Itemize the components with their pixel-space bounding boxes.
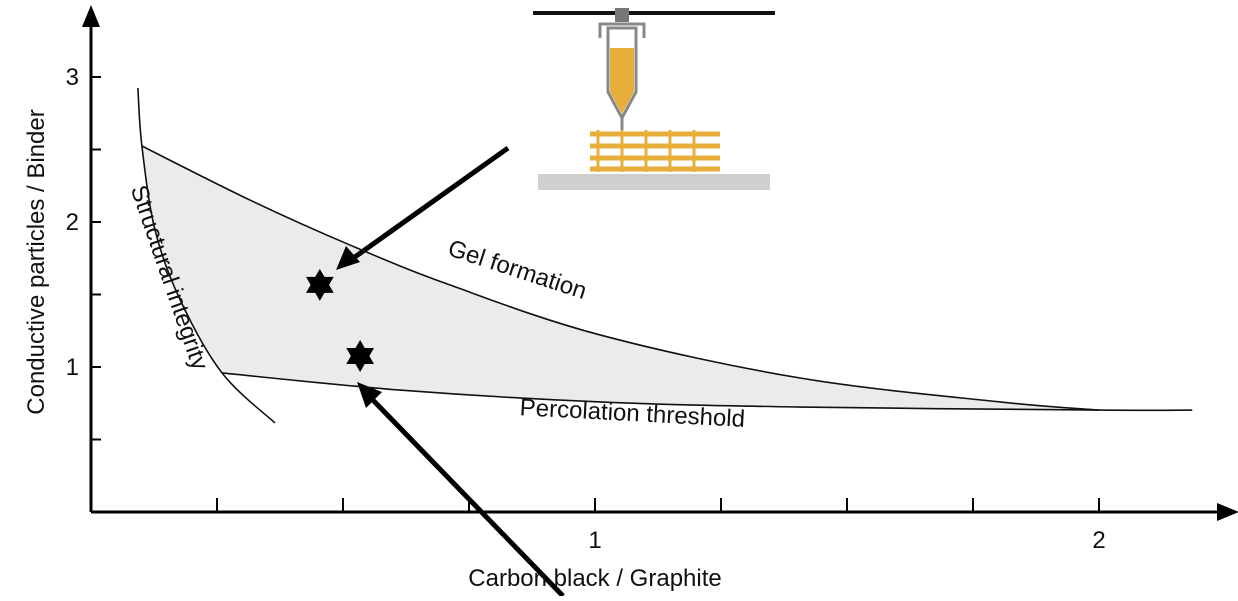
- y-tick-label: 2: [66, 209, 79, 236]
- printer-illustration: [533, 8, 775, 190]
- chart: Carbon black / Graphite Conductive parti…: [0, 0, 1238, 596]
- x-tick-label: 1: [588, 527, 601, 554]
- x-axis-arrow: [1217, 503, 1238, 521]
- printed-lattice: [590, 130, 720, 172]
- mount: [615, 8, 629, 22]
- y-tick-label: 1: [66, 354, 79, 381]
- build-plate: [538, 174, 770, 190]
- y-axis-arrow: [82, 5, 100, 27]
- y-axis-label: Conductive particles / Binder: [23, 109, 50, 414]
- x-tick-label: 2: [1092, 527, 1105, 554]
- y-tick-label: 3: [66, 64, 79, 91]
- x-axis-label: Carbon black / Graphite: [468, 565, 721, 592]
